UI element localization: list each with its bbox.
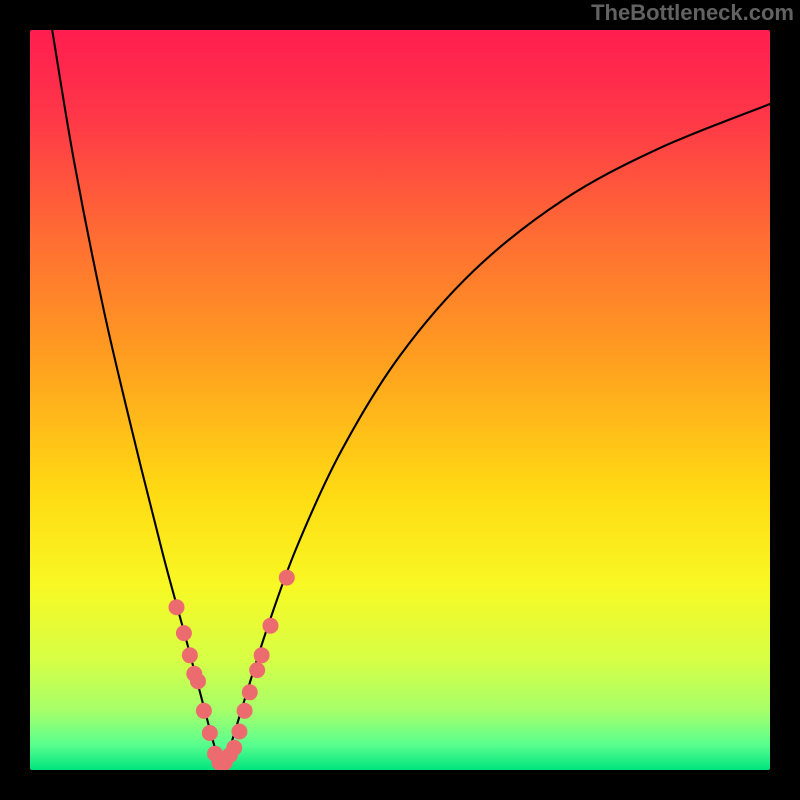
data-point: [242, 684, 258, 700]
data-point: [279, 570, 295, 586]
attribution-text: TheBottleneck.com: [591, 0, 794, 26]
data-point: [254, 647, 270, 663]
data-point: [182, 647, 198, 663]
bottleneck-curve-chart: [30, 30, 770, 770]
chart-background: [30, 30, 770, 770]
data-point: [202, 725, 218, 741]
data-point: [249, 662, 265, 678]
data-point: [196, 703, 212, 719]
data-point: [263, 618, 279, 634]
data-point: [237, 703, 253, 719]
data-point: [169, 599, 185, 615]
data-point: [176, 625, 192, 641]
data-point: [190, 673, 206, 689]
data-point: [226, 740, 242, 756]
plot-frame: [30, 30, 770, 770]
data-point: [231, 724, 247, 740]
